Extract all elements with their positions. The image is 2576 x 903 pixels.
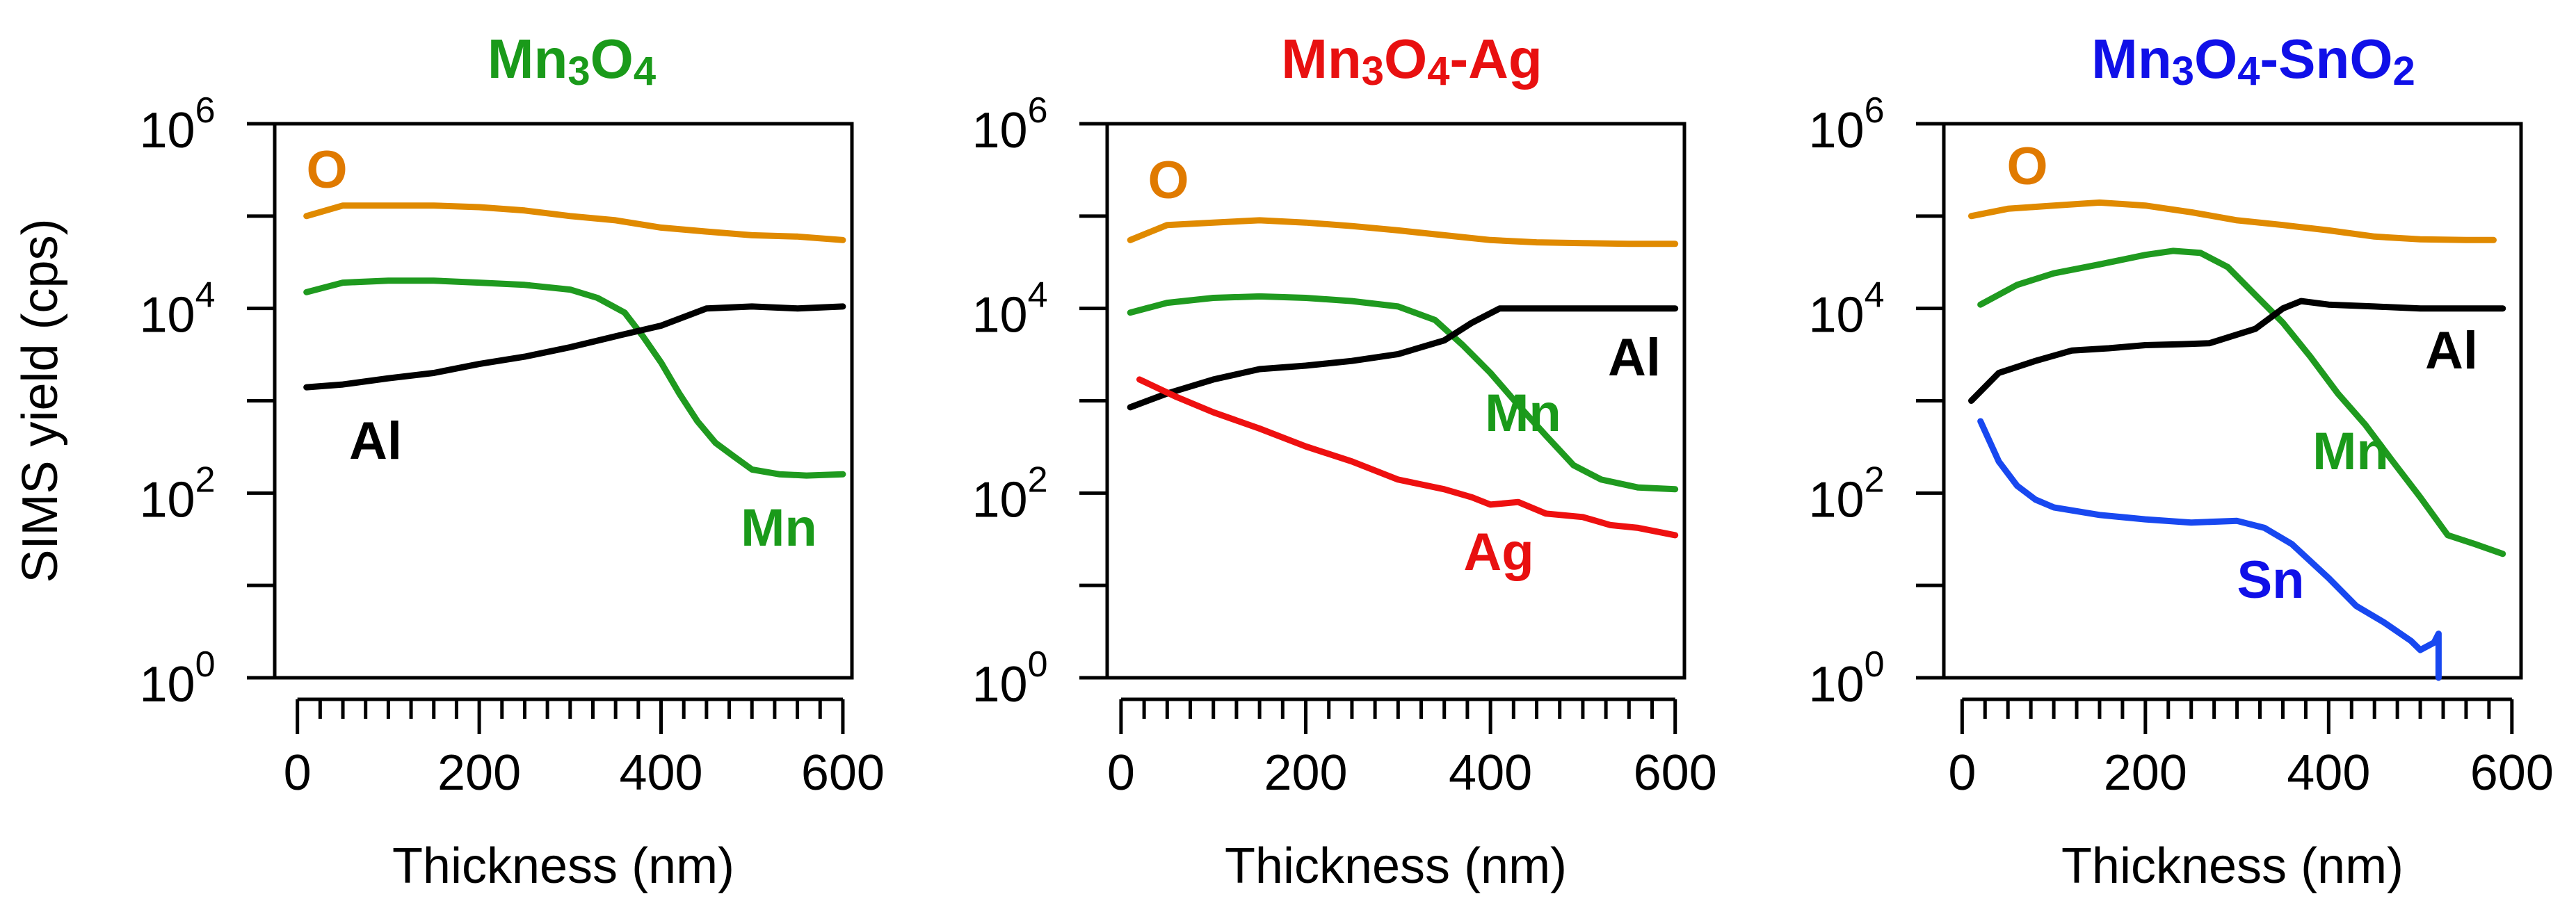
x-tick-label: 200: [437, 745, 521, 801]
series-label-al: Al: [2425, 321, 2478, 380]
series-label-o: O: [2006, 137, 2047, 196]
series-label-o: O: [306, 140, 347, 200]
x-tick-label: 600: [801, 745, 885, 801]
x-tick-label: 0: [1948, 745, 1976, 801]
panel-1: Mn3O4 100 102 104 106 0 200 400 600 Thickness (nm…: [13, 28, 885, 894]
x-tick-label: 400: [619, 745, 702, 801]
y-tick-label: 102: [972, 459, 1047, 528]
panel-title: Mn3O4: [488, 28, 656, 94]
y-tick-label: 100: [139, 644, 215, 713]
series-line-o: [1968, 199, 2497, 243]
series-line-sn: [1977, 418, 2442, 681]
series-label-ag: Ag: [1463, 523, 1533, 582]
series-line-ag: [1136, 376, 1679, 539]
series-label-mn: Mn: [1485, 384, 1561, 443]
x-tick-label: 600: [1634, 745, 1717, 801]
x-axis-label: Thickness (nm): [392, 838, 734, 894]
y-tick-label: 102: [139, 459, 215, 528]
y-tick-label: 104: [972, 275, 1047, 343]
panel-title: Mn3O4-Ag: [1281, 28, 1543, 94]
series-line-mn: [1977, 247, 2506, 558]
x-tick-label: 600: [2470, 745, 2554, 801]
x-tick-label: 400: [1449, 745, 1532, 801]
y-tick-label: 100: [1808, 644, 1884, 713]
series-line-al: [1968, 298, 2506, 404]
series-label-o: O: [1148, 151, 1189, 210]
series-label-al: Al: [349, 412, 402, 471]
x-axis-label: Thickness (nm): [2061, 838, 2404, 894]
x-tick-label: 0: [1107, 745, 1135, 801]
series-label-mn: Mn: [2312, 422, 2389, 481]
series-line-al: [1127, 305, 1679, 411]
series-label-al: Al: [1608, 328, 1661, 387]
x-tick-label: 0: [284, 745, 312, 801]
series-line-mn: [1127, 293, 1679, 493]
x-tick-label: 200: [1264, 745, 1347, 801]
y-tick-label: 104: [1808, 275, 1884, 343]
x-tick-label: 400: [2287, 745, 2370, 801]
x-tick-label: 200: [2104, 745, 2187, 801]
y-axis-label: SIMS yield (cps): [13, 218, 68, 583]
y-tick-label: 102: [1808, 459, 1884, 528]
series-label-sn: Sn: [2237, 551, 2304, 610]
series-line-al: [303, 303, 846, 391]
panel-title: Mn3O4-SnO2: [2091, 28, 2415, 94]
y-tick-label: 106: [972, 90, 1047, 158]
y-tick-label: 104: [139, 275, 215, 343]
panel-3: Mn3O4-SnO2 100 102 104 106 0 200 400 600 Thicknes…: [1808, 28, 2553, 894]
series-label-mn: Mn: [741, 498, 817, 558]
y-tick-label: 100: [972, 644, 1047, 713]
y-tick-label: 106: [1808, 90, 1884, 158]
series-line-o: [1127, 217, 1679, 247]
series-line-o: [303, 202, 846, 243]
x-axis-label: Thickness (nm): [1225, 838, 1567, 894]
series-line-mn: [303, 277, 846, 479]
y-tick-label: 106: [139, 90, 215, 158]
panel-2: Mn3O4-Ag 100 102 104 106 0 200 400 600 Thickness …: [972, 28, 1716, 894]
